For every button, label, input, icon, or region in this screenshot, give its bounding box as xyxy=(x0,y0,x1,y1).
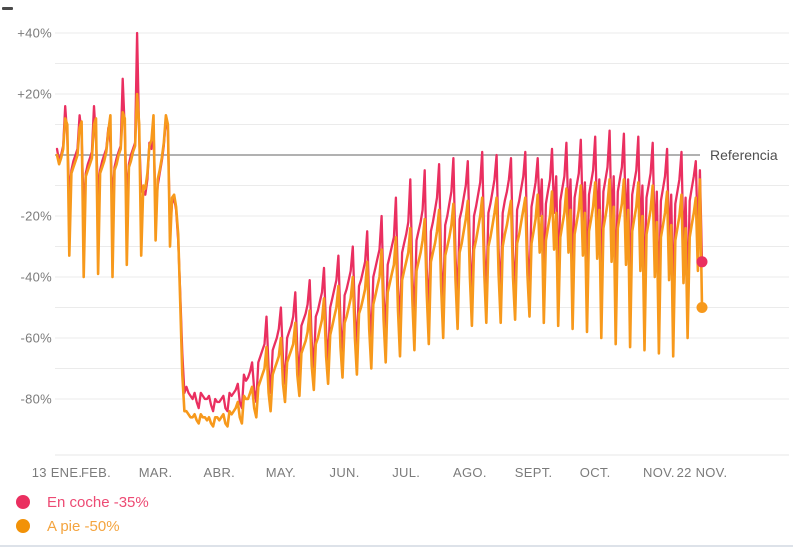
x-axis-tick-label: JUN. xyxy=(330,465,360,480)
series-endpoint-en-coche xyxy=(696,256,708,268)
legend-label-a-pie: A pie -50% xyxy=(47,517,120,535)
x-axis-tick-label: SEPT. xyxy=(515,465,553,480)
x-axis-tick-label: ABR. xyxy=(204,465,236,480)
x-axis-tick-label: FEB. xyxy=(81,465,111,480)
top-left-dash xyxy=(2,7,13,10)
y-axis-tick-label: +40% xyxy=(17,26,52,41)
x-axis-tick-label: JUL. xyxy=(392,465,420,480)
en-coche-dot-icon xyxy=(16,495,30,509)
x-axis-tick-label: OCT. xyxy=(580,465,611,480)
y-axis-tick-label: -40% xyxy=(20,270,52,285)
x-axis-tick-label: AGO. xyxy=(453,465,487,480)
x-axis-tick-label: 22 NOV. xyxy=(677,465,728,480)
page-bottom-separator xyxy=(0,545,793,547)
x-axis-tick-label: MAR. xyxy=(139,465,173,480)
a-pie-dot-icon xyxy=(16,519,30,533)
y-axis-tick-label: +20% xyxy=(17,87,52,102)
series-endpoint-a-pie xyxy=(696,302,708,313)
y-axis-tick-label: -60% xyxy=(20,331,52,346)
x-axis-tick-label: MAY. xyxy=(266,465,296,480)
legend-label-en-coche: En coche -35% xyxy=(47,493,149,511)
y-axis-tick-label: -80% xyxy=(20,392,52,407)
x-axis-tick-label: 13 ENE. xyxy=(32,465,83,480)
legend-item-en-coche: En coche -35% xyxy=(16,490,149,514)
reference-line-label: Referencia xyxy=(710,147,778,163)
x-axis-tick-label: NOV. xyxy=(643,465,675,480)
legend-item-a-pie: A pie -50% xyxy=(16,514,149,538)
y-axis-tick-label: -20% xyxy=(20,209,52,224)
chart-legend: En coche -35% A pie -50% xyxy=(16,490,149,538)
series-line-a-pie xyxy=(55,92,704,428)
